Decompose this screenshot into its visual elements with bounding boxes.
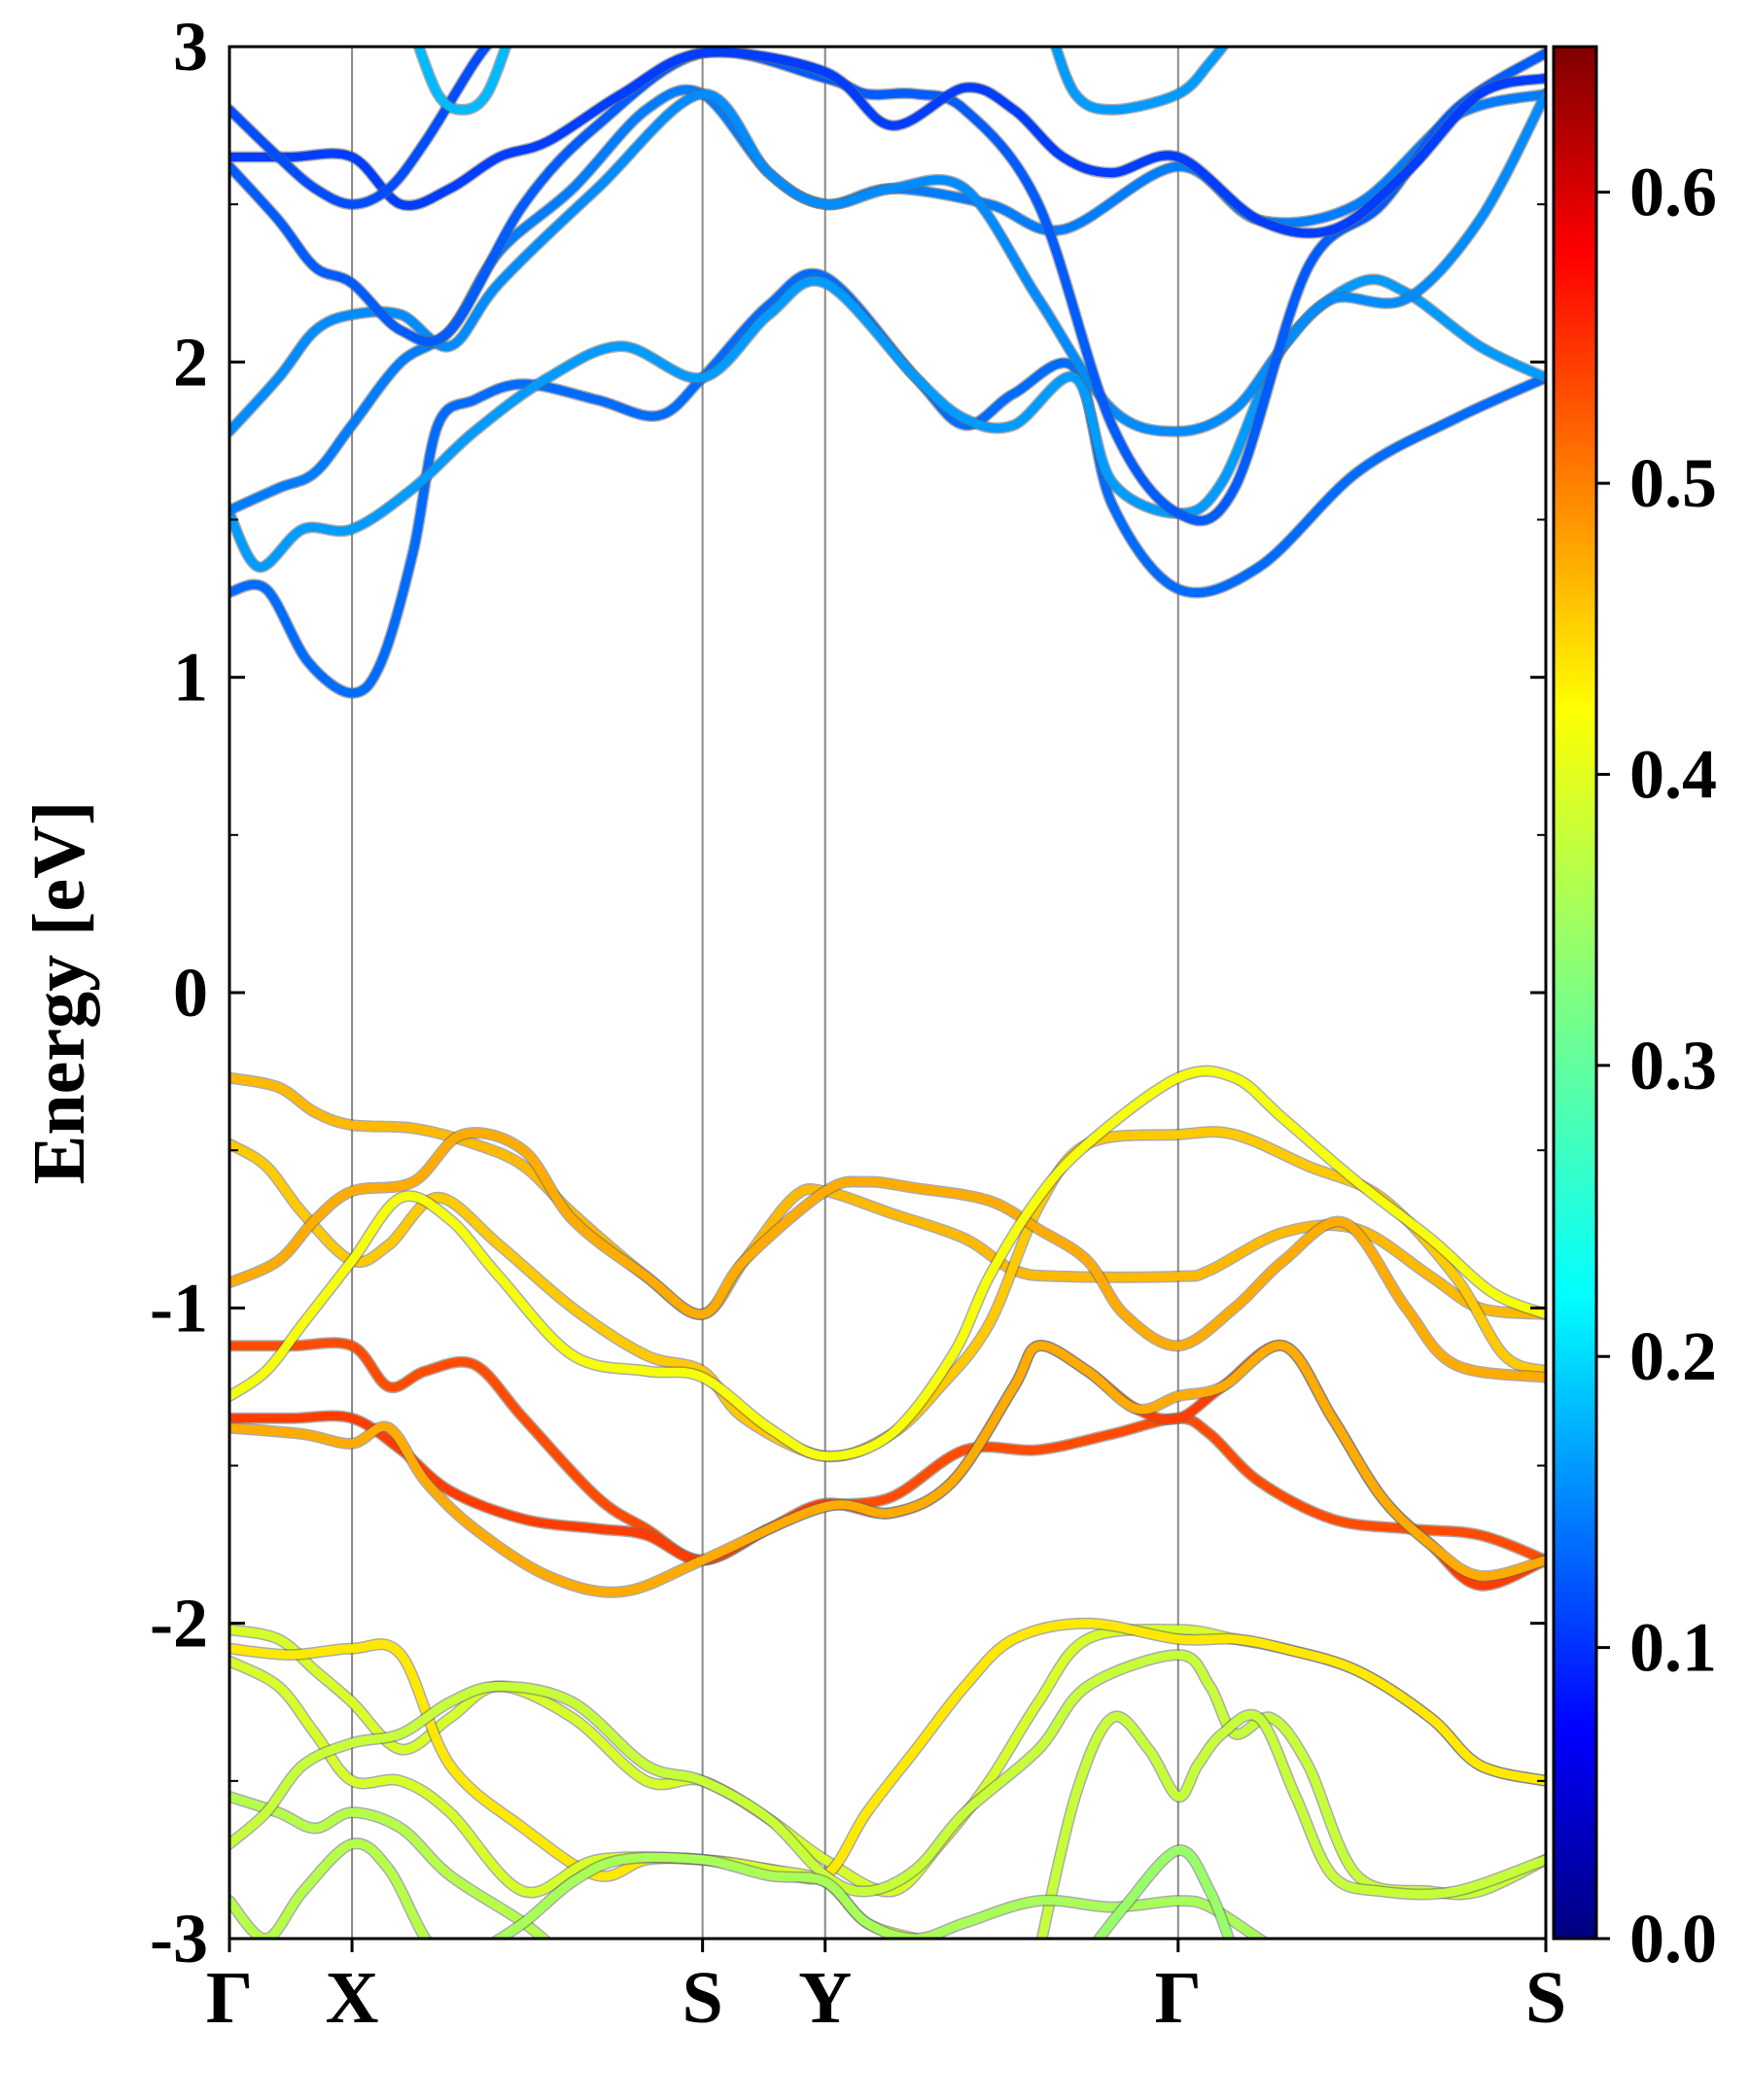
- band-line: [229, 1650, 1546, 1899]
- x-tick-label: Γ: [1155, 1957, 1202, 2039]
- band-line: [229, 1073, 1546, 1319]
- colorbar-tick-label: 0.3: [1629, 1027, 1717, 1104]
- y-tick-label: 0: [173, 954, 208, 1032]
- band-line: [229, 47, 492, 209]
- band-line: [491, 1852, 1268, 1939]
- y-tick-label: 1: [173, 639, 208, 717]
- x-tick-label: X: [326, 1957, 379, 2039]
- band-line: [229, 1619, 1546, 1884]
- band-line: [229, 1792, 550, 1939]
- colorbar-ticks: 0.0 0.1 0.2 0.3 0.4 0.5 0.6: [1596, 154, 1717, 1978]
- y-tick-label: -1: [150, 1269, 208, 1347]
- band-line: [229, 1067, 1546, 1461]
- y-axis-ticks: 3 2 1 0 -1 -2 -3: [150, 8, 1546, 1978]
- band-outline: [229, 1339, 1546, 1592]
- band-line: [229, 48, 1546, 238]
- band-outline: [229, 273, 1546, 574]
- y-tick-label: 2: [173, 323, 208, 401]
- colorbar-tick-label: 0.1: [1629, 1609, 1717, 1687]
- band-outline: [229, 1617, 1546, 1885]
- band-line: [229, 274, 1546, 572]
- x-tick-label: Y: [798, 1957, 852, 2039]
- y-tick-label: 3: [173, 8, 208, 86]
- band-line: [414, 47, 511, 115]
- colorbar-tick-label: 0.2: [1629, 1317, 1717, 1395]
- colorbar: [1552, 45, 1598, 1941]
- colorbar-tick-label: 0.5: [1629, 444, 1717, 522]
- band-line: [1051, 47, 1229, 115]
- x-tick-label: S: [682, 1957, 722, 2039]
- band-line: [229, 1128, 1546, 1382]
- x-tick-label: Γ: [206, 1957, 253, 2039]
- band-line: [229, 268, 1546, 698]
- band-line: [229, 1341, 1546, 1597]
- colorbar-tick-label: 0.0: [1629, 1900, 1717, 1978]
- band-line: [229, 89, 1546, 437]
- y-axis-label: Energy [eV]: [18, 801, 100, 1185]
- band-line: [1037, 1710, 1546, 1939]
- y-tick-label: -3: [150, 1900, 208, 1978]
- colorbar-tick-label: 0.4: [1629, 735, 1717, 813]
- colorbar-tick-label: 0.6: [1629, 154, 1717, 231]
- band-lines: [229, 47, 1546, 1939]
- band-line: [1093, 1845, 1234, 1939]
- kpoint-lines: [351, 47, 1179, 1939]
- x-tick-label: S: [1525, 1957, 1566, 2039]
- y-tick-label: -2: [150, 1585, 208, 1662]
- band-line: [229, 47, 1546, 526]
